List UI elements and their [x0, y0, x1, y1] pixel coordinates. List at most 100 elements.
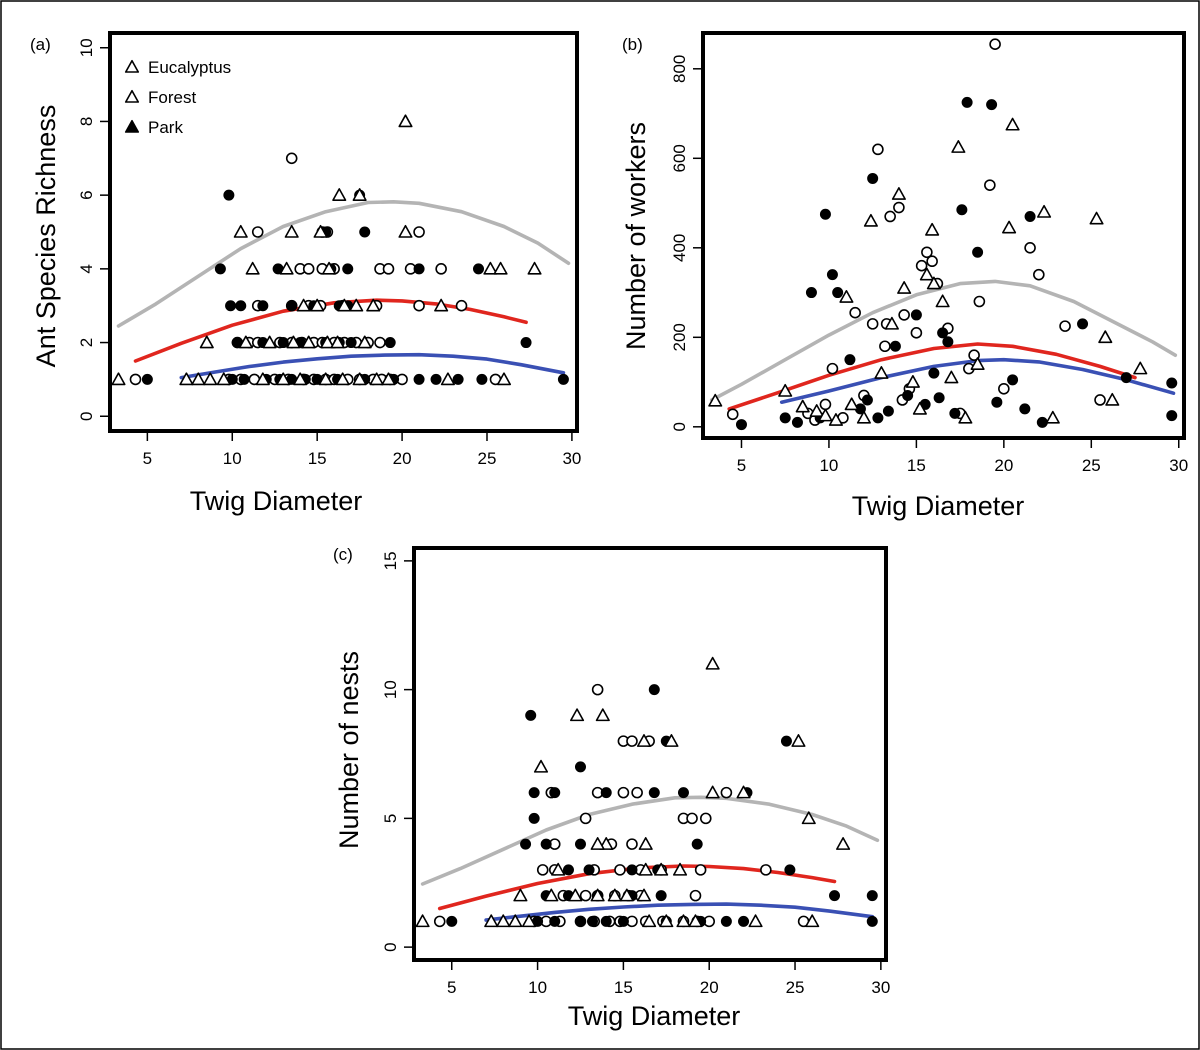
panel-b-point-eucalyptus: [926, 255, 938, 268]
panel-a-point-park: [191, 372, 206, 386]
panel-b-point-forest: [1120, 372, 1132, 384]
panel-a-point-park: [255, 372, 270, 386]
panel-c-point-eucalyptus: [536, 864, 549, 876]
panel-b-point-park: [905, 375, 920, 388]
panel-b-point-park: [897, 281, 912, 294]
panel-a-point-park: [332, 188, 347, 201]
panel-b-curve-grey: [709, 279, 1178, 402]
panel-a-point-park: [496, 372, 512, 386]
panel-c-point-forest: [528, 787, 540, 799]
panel-a-point-park: [238, 335, 253, 349]
panel-b-point-forest: [1007, 374, 1019, 386]
panel-c-point-park: [521, 914, 537, 928]
panel-b-point-forest: [942, 336, 954, 348]
panel-b-frame: [701, 31, 1186, 440]
panel-c-point-park: [791, 734, 806, 747]
panel-c-point-park: [484, 914, 499, 928]
panel-b-point-forest: [791, 416, 803, 428]
panel-c-point-eucalyptus: [591, 683, 604, 696]
panel-a-xtick-label: 20: [393, 449, 412, 468]
panel-a-frame: [108, 31, 579, 433]
panel-a-point-forest: [359, 226, 371, 238]
panel-c-point-forest: [549, 787, 561, 799]
panel-b-point-forest: [986, 99, 998, 111]
panel-c-xtick-label: 25: [786, 978, 805, 997]
panel-b-point-forest: [826, 269, 838, 281]
panel-c-point-park: [568, 888, 583, 902]
panel-a-point-forest: [225, 300, 237, 312]
panel-a-point-eucalyptus: [302, 263, 315, 275]
panel-a-point-park: [296, 298, 311, 312]
panel-c-point-eucalyptus: [579, 889, 592, 902]
panel-b-point-park: [891, 187, 906, 200]
panel-b-point-forest: [1024, 210, 1036, 222]
panel-b-point-forest: [949, 407, 961, 419]
panel-b-point-eucalyptus: [998, 382, 1010, 395]
panel-b-point-forest: [882, 405, 894, 417]
panel-a-point-eucalyptus: [129, 373, 142, 386]
panel-b-point-park: [1098, 330, 1113, 344]
panel-b-point-eucalyptus: [989, 38, 1001, 50]
panel-a-point-park: [381, 372, 396, 386]
panel-a-xlabel: Twig Diameter: [190, 486, 363, 516]
panel-b-ytick-label: 0: [670, 422, 689, 431]
panel-b-point-park: [828, 413, 843, 426]
panel-a-ylabel: Ant Species Richness: [31, 105, 61, 368]
panel-a-ytick-label: 2: [77, 338, 96, 347]
panel-a-point-forest: [141, 373, 153, 385]
panel-c-frame: [412, 546, 888, 962]
panel-c-point-park: [805, 914, 820, 928]
panel-b-ytick-label: 800: [670, 55, 689, 83]
panel-b-point-forest: [1077, 318, 1089, 330]
panel-c-xlabel: Twig Diameter: [568, 1001, 741, 1031]
panel-c-point-eucalyptus: [614, 864, 626, 876]
panel-b-point-eucalyptus: [849, 306, 861, 319]
panel-c-point-park: [736, 785, 751, 799]
panel-c-point-park: [496, 914, 511, 928]
panel-a-point-park: [111, 372, 126, 386]
panel-a-point-forest: [430, 373, 442, 385]
panel-b-point-park: [935, 294, 950, 308]
panel-c-point-forest: [583, 864, 595, 876]
panel-c-point-forest: [780, 735, 792, 747]
panel-b-point-forest: [819, 208, 831, 220]
panel-c-point-forest: [520, 838, 532, 850]
panel-a-curve-grey: [116, 200, 571, 328]
panel-b-point-forest: [961, 96, 973, 108]
panel-b-point-eucalyptus: [1094, 394, 1106, 406]
panel-a-point-park: [357, 335, 372, 349]
panel-b-point-forest: [1019, 403, 1031, 415]
panel-b-point-eucalyptus: [898, 309, 910, 321]
panel-a-point-park: [233, 224, 248, 238]
legend-marker-eucalyptus: [124, 59, 140, 73]
panel-b-point-eucalyptus: [968, 349, 980, 362]
panel-c-point-eucalyptus: [720, 786, 733, 799]
panel-a-point-park: [245, 261, 260, 275]
panel-c-ytick-label: 15: [381, 551, 400, 570]
panel-b-point-forest: [928, 367, 940, 379]
panel-b-point-park: [874, 366, 889, 379]
panel-b-point-forest: [902, 389, 914, 401]
panel-c-point-park: [659, 914, 674, 928]
panel-c-point-forest: [784, 864, 796, 876]
panel-b-point-eucalyptus: [826, 362, 839, 375]
panel-b-point-eucalyptus: [984, 179, 996, 191]
panel-a-point-forest: [223, 189, 235, 201]
panel-c-point-park: [642, 914, 657, 928]
panel-b-point-eucalyptus: [726, 408, 739, 421]
panel-c-point-forest: [574, 761, 586, 773]
panel-c-point-forest: [655, 890, 667, 902]
panel-a-ytick-label: 10: [77, 38, 96, 57]
panel-c-point-forest: [720, 915, 732, 927]
panel-b-point-eucalyptus: [1024, 242, 1036, 254]
panel-a-ytick-label: 4: [77, 264, 96, 273]
panel-c-point-forest: [677, 787, 689, 799]
panel-b-label: (b): [622, 35, 643, 54]
panel-c-point-forest: [540, 838, 552, 850]
panel-b-xtick-label: 30: [1169, 456, 1188, 475]
panel-c-point-forest: [648, 787, 660, 799]
panel-b-point-eucalyptus: [879, 340, 891, 353]
panel-c-point-forest: [617, 915, 629, 927]
panel-a-point-forest: [345, 337, 357, 349]
panel-b-point-park: [951, 140, 966, 153]
